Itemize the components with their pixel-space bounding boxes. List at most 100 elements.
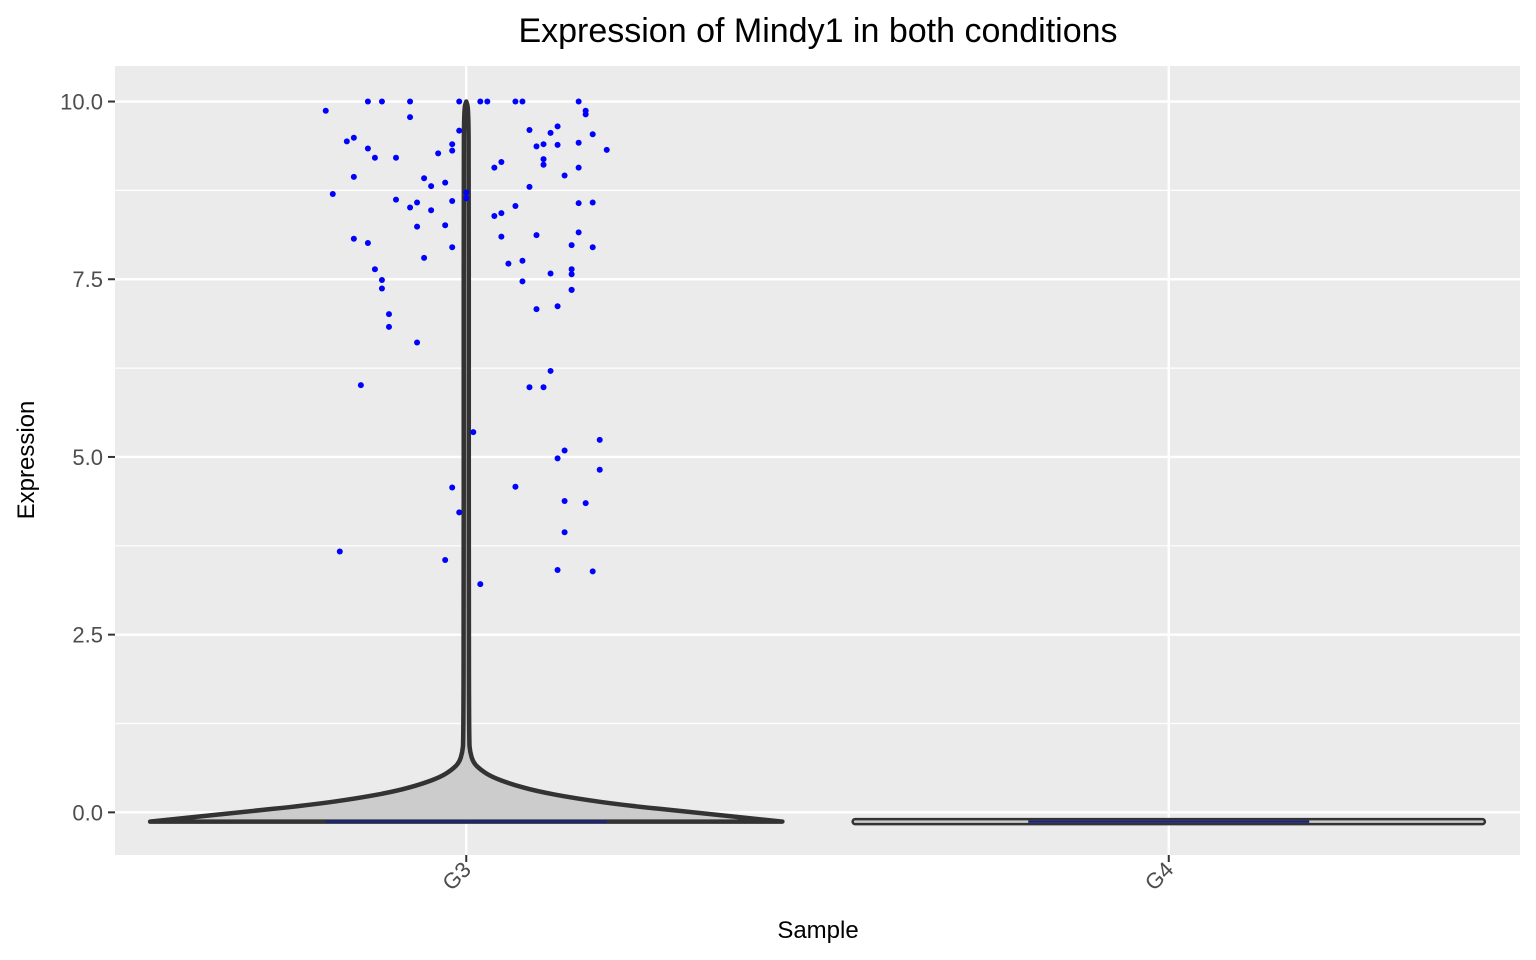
- data-point: [582, 500, 589, 507]
- data-point: [505, 260, 512, 267]
- data-point: [393, 196, 399, 203]
- data-point: [498, 210, 505, 217]
- y-tick-label: 2.5: [72, 623, 103, 648]
- data-point: [589, 199, 596, 206]
- data-point: [393, 154, 399, 161]
- data-point: [336, 548, 343, 555]
- data-point: [414, 199, 421, 206]
- data-point: [568, 266, 575, 273]
- data-point: [463, 195, 470, 202]
- data-point: [449, 198, 456, 205]
- data-point: [456, 98, 463, 105]
- data-point: [589, 244, 596, 251]
- data-point: [484, 98, 491, 105]
- data-point: [428, 207, 435, 214]
- data-point: [371, 154, 378, 161]
- data-point: [322, 107, 329, 114]
- data-point: [596, 436, 603, 443]
- data-point: [533, 143, 540, 150]
- data-point: [519, 278, 526, 285]
- violin-g3: [147, 99, 785, 824]
- data-point: [414, 223, 421, 230]
- data-point: [512, 98, 519, 105]
- data-point: [512, 483, 519, 490]
- data-point: [456, 127, 463, 134]
- data-point: [561, 498, 568, 505]
- data-point: [371, 266, 378, 273]
- data-point: [385, 323, 392, 330]
- y-axis-ticks: 0.0 2.5 5.0 7.5 10.0: [60, 90, 115, 825]
- data-point: [589, 131, 596, 138]
- data-point: [540, 384, 547, 391]
- data-point: [547, 270, 554, 277]
- data-point: [575, 164, 582, 171]
- data-point: [554, 141, 561, 148]
- y-tick-label: 0.0: [72, 800, 103, 825]
- data-point: [526, 384, 533, 391]
- data-point: [407, 114, 414, 121]
- data-point: [343, 138, 350, 145]
- data-point: [407, 204, 414, 211]
- data-point: [442, 222, 449, 229]
- data-point: [561, 529, 568, 536]
- data-point: [533, 232, 540, 239]
- data-point: [554, 566, 561, 573]
- data-point: [519, 98, 526, 105]
- y-tick-label: 10.0: [60, 90, 103, 115]
- data-point: [575, 229, 582, 236]
- minor-gridlines: [115, 189, 1520, 725]
- data-point: [533, 306, 540, 313]
- y-tick-label: 5.0: [72, 445, 103, 470]
- violins-layer: [147, 99, 1487, 826]
- data-point: [407, 98, 414, 105]
- data-point: [421, 254, 428, 261]
- data-point: [449, 147, 456, 154]
- data-point: [329, 190, 336, 197]
- data-point: [428, 183, 435, 190]
- data-point: [449, 484, 456, 491]
- data-point: [350, 235, 357, 242]
- y-tick-label: 7.5: [72, 267, 103, 292]
- data-point: [385, 311, 392, 318]
- data-point: [449, 141, 456, 148]
- data-point: [568, 271, 575, 278]
- data-point: [456, 509, 463, 516]
- data-point: [378, 276, 385, 283]
- points-layer: [322, 98, 610, 588]
- data-point: [491, 212, 498, 219]
- data-point: [442, 557, 449, 564]
- data-point: [561, 447, 568, 454]
- data-point: [364, 145, 371, 152]
- plot-panel: [115, 66, 1520, 855]
- data-point: [554, 123, 561, 130]
- data-point: [477, 581, 484, 588]
- x-axis-title: Sample: [777, 917, 858, 944]
- data-point: [519, 257, 526, 264]
- data-point: [421, 175, 428, 182]
- data-point: [554, 455, 561, 462]
- data-point: [357, 382, 364, 389]
- data-point: [575, 98, 582, 105]
- data-point: [449, 244, 456, 251]
- data-point: [435, 150, 442, 157]
- data-point: [540, 156, 547, 163]
- data-point: [477, 98, 484, 105]
- data-point: [442, 179, 449, 186]
- data-point: [350, 173, 357, 180]
- data-point: [568, 242, 575, 249]
- y-axis-title: Expression: [13, 401, 40, 520]
- data-point: [512, 203, 519, 210]
- data-point: [526, 126, 533, 133]
- data-point: [547, 367, 554, 374]
- data-point: [596, 466, 603, 473]
- data-point: [463, 189, 470, 196]
- data-point: [582, 111, 589, 118]
- data-point: [491, 164, 498, 171]
- data-point: [575, 139, 582, 146]
- data-point: [526, 183, 533, 190]
- data-point: [498, 158, 505, 165]
- data-point: [589, 568, 596, 575]
- data-point: [378, 98, 385, 105]
- data-point: [540, 161, 547, 168]
